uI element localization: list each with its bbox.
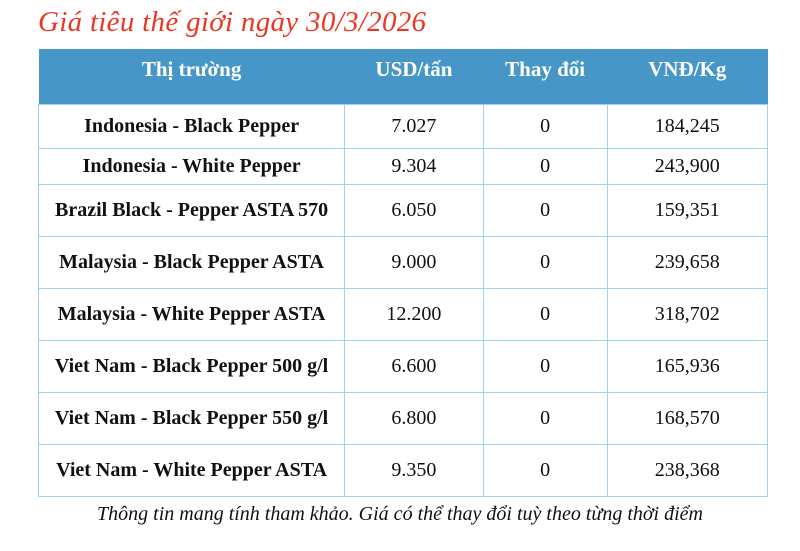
price-table-body: Indonesia - Black Pepper 7.027 0 184,245 Ind…	[37, 104, 769, 497]
change-cell: 0	[482, 148, 608, 185]
market-cell: Indonesia - White Pepper	[37, 148, 346, 185]
usd-cell: 9.000	[344, 236, 484, 289]
change-cell: 0	[482, 104, 608, 149]
vnd-cell: 184,245	[606, 104, 769, 149]
market-cell: Brazil Black - Pepper ASTA 570	[37, 184, 346, 237]
table-row: Malaysia - Black Pepper ASTA 9.000 0 239,65…	[37, 236, 769, 289]
usd-cell: 6.600	[344, 340, 484, 393]
usd-cell: 6.050	[344, 184, 484, 237]
header-row: Thị trường USD/tấn Thay đổi VNĐ/Kg	[38, 49, 768, 105]
table-row: Brazil Black - Pepper ASTA 570 6.050 0 159,…	[37, 184, 769, 237]
column-header-1: USD/tấn	[344, 49, 484, 105]
market-cell: Indonesia - Black Pepper	[37, 104, 346, 149]
pepper-price-table: Thị trường USD/tấn Thay đổi VNĐ/Kg Indonesi…	[37, 49, 769, 497]
column-header-0: Thị trường	[38, 49, 345, 105]
market-cell: Viet Nam - Black Pepper 500 g/l	[37, 340, 346, 393]
market-cell: Malaysia - Black Pepper ASTA	[37, 236, 346, 289]
usd-cell: 7.027	[344, 104, 484, 149]
table-row: Viet Nam - Black Pepper 500 g/l 6.600 0 165…	[37, 340, 769, 393]
page-title: Giá tiêu thế giới ngày 30/3/2026	[38, 6, 427, 38]
change-cell: 0	[482, 444, 608, 497]
column-header-3: VNĐ/Kg	[607, 49, 768, 105]
table-row: Viet Nam - White Pepper ASTA 9.350 0 238,36…	[37, 444, 769, 497]
disclaimer-note: Thông tin mang tính tham khảo. Giá có th…	[97, 503, 703, 525]
table-row: Malaysia - White Pepper ASTA 12.200 0 318,7…	[37, 288, 769, 341]
usd-cell: 9.304	[344, 148, 484, 185]
table-row: Indonesia - White Pepper 9.304 0 243,900	[37, 148, 769, 185]
market-cell: Viet Nam - White Pepper ASTA	[37, 444, 346, 497]
change-cell: 0	[482, 288, 608, 341]
vnd-cell: 165,936	[606, 340, 769, 393]
table-row: Indonesia - Black Pepper 7.027 0 184,245	[37, 104, 769, 149]
market-cell: Malaysia - White Pepper ASTA	[37, 288, 346, 341]
usd-cell: 6.800	[344, 392, 484, 445]
vnd-cell: 243,900	[606, 148, 769, 185]
vnd-cell: 318,702	[606, 288, 769, 341]
vnd-cell: 168,570	[606, 392, 769, 445]
change-cell: 0	[482, 392, 608, 445]
change-cell: 0	[482, 236, 608, 289]
usd-cell: 12.200	[344, 288, 484, 341]
vnd-cell: 159,351	[606, 184, 769, 237]
vnd-cell: 238,368	[606, 444, 769, 497]
market-cell: Viet Nam - Black Pepper 550 g/l	[37, 392, 346, 445]
table-row: Viet Nam - Black Pepper 550 g/l 6.800 0 168…	[37, 392, 769, 445]
vnd-cell: 239,658	[606, 236, 769, 289]
table-header: Thị trường USD/tấn Thay đổi VNĐ/Kg	[38, 49, 768, 105]
usd-cell: 9.350	[344, 444, 484, 497]
column-header-2: Thay đổi	[483, 49, 608, 105]
change-cell: 0	[482, 184, 608, 237]
change-cell: 0	[482, 340, 608, 393]
